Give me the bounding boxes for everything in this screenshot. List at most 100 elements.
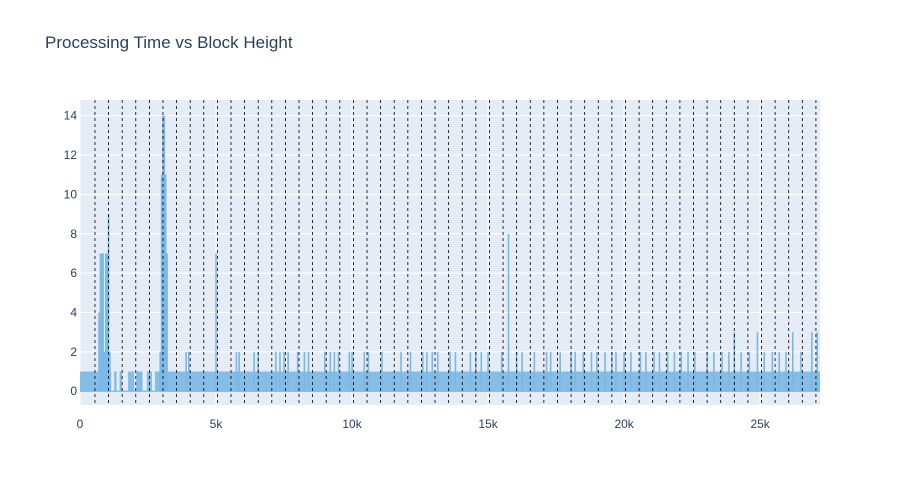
- data-spike: [559, 351, 561, 392]
- data-spike: [800, 351, 802, 392]
- x-tick-label: 0: [77, 417, 84, 431]
- y-tick-label: 10: [64, 187, 78, 201]
- data-spike: [687, 351, 689, 392]
- data-spike: [574, 351, 576, 392]
- data-spike: [106, 253, 109, 392]
- data-spike: [713, 351, 715, 392]
- data-spike: [721, 351, 723, 392]
- data-dip: [126, 371, 130, 392]
- data-spike: [333, 351, 336, 392]
- data-spike: [324, 351, 326, 392]
- data-spike: [756, 332, 759, 392]
- data-spike: [728, 351, 730, 392]
- chart-title: Processing Time vs Block Height: [45, 33, 293, 52]
- data-spike: [164, 174, 167, 392]
- data-spike: [160, 174, 163, 392]
- data-spike: [449, 351, 451, 392]
- data-spike: [582, 351, 585, 392]
- data-spike: [163, 115, 166, 392]
- data-spike: [363, 351, 366, 392]
- data-spike: [307, 351, 310, 392]
- data-spike: [109, 351, 111, 392]
- data-spike: [337, 351, 340, 392]
- data-spike: [680, 351, 683, 392]
- data-spike: [235, 351, 238, 392]
- data-spike: [296, 351, 299, 392]
- data-spike: [673, 351, 676, 392]
- data-dip: [116, 371, 120, 392]
- data-spike: [623, 351, 625, 392]
- data-spike: [140, 371, 143, 392]
- data-dip: [151, 371, 155, 392]
- data-spike: [159, 351, 162, 392]
- data-spike: [549, 351, 552, 392]
- data-dip: [111, 371, 115, 392]
- data-spike: [630, 351, 632, 392]
- data-spike: [188, 351, 190, 392]
- y-axis-ticks: 0 2 4 6 8 10 12 14: [64, 109, 78, 398]
- x-tick-label: 15k: [478, 417, 498, 431]
- data-spike: [604, 351, 606, 392]
- data-spike: [166, 253, 168, 392]
- y-tick-label: 8: [70, 227, 77, 241]
- data-spike: [348, 351, 351, 392]
- data-spike: [400, 351, 402, 392]
- x-tick-label: 5k: [210, 417, 224, 431]
- data-spike: [733, 332, 736, 392]
- data-spike: [102, 253, 104, 392]
- data-spike: [303, 351, 306, 392]
- data-spike: [105, 253, 107, 392]
- data-spike: [103, 351, 106, 392]
- data-spike: [521, 351, 523, 392]
- data-spike: [748, 351, 751, 392]
- data-spike: [500, 351, 503, 392]
- data-spike: [128, 371, 130, 392]
- series-area: [80, 115, 820, 392]
- data-spike: [645, 351, 647, 392]
- data-spike: [533, 351, 536, 392]
- data-spike: [653, 351, 655, 392]
- y-tick-label: 12: [64, 148, 78, 162]
- data-spike: [426, 351, 428, 392]
- data-spike: [507, 233, 510, 392]
- y-tick-label: 0: [70, 384, 77, 398]
- data-spike: [279, 351, 281, 392]
- data-spike: [666, 351, 669, 392]
- data-dip: [143, 371, 147, 392]
- data-spike: [238, 351, 240, 392]
- data-spike: [100, 253, 103, 392]
- vertical-markers: [94, 100, 817, 405]
- data-spike: [454, 351, 457, 392]
- x-tick-label: 25k: [750, 417, 770, 431]
- data-spike: [763, 351, 766, 392]
- data-spike: [329, 351, 332, 392]
- data-spike: [431, 351, 434, 392]
- data-spike: [791, 332, 794, 392]
- data-spike: [694, 351, 696, 392]
- data-spike: [98, 312, 100, 392]
- y-tick-label: 4: [70, 306, 77, 320]
- y-tick-label: 14: [64, 109, 78, 123]
- data-spike: [816, 332, 819, 392]
- data-spike: [421, 351, 424, 392]
- y-tick-label: 2: [70, 345, 77, 359]
- data-spike: [215, 253, 217, 392]
- x-tick-label: 10k: [342, 417, 362, 431]
- data-spike: [287, 351, 289, 392]
- x-axis-ticks: 0 5k 10k 15k 20k 25k: [77, 417, 771, 431]
- data-spike: [658, 351, 661, 392]
- data-spike: [409, 351, 412, 392]
- data-spike: [590, 351, 593, 392]
- data-spike: [136, 371, 138, 392]
- data-spike: [778, 351, 780, 392]
- data-spike: [480, 351, 483, 392]
- data-spike: [185, 351, 187, 392]
- data-spike: [596, 351, 598, 392]
- data-dip: [123, 371, 127, 392]
- data-spike: [740, 351, 742, 392]
- data-spike: [545, 351, 548, 392]
- y-tick-label: 6: [70, 266, 77, 280]
- data-spike: [639, 351, 642, 392]
- data-spike: [469, 351, 472, 392]
